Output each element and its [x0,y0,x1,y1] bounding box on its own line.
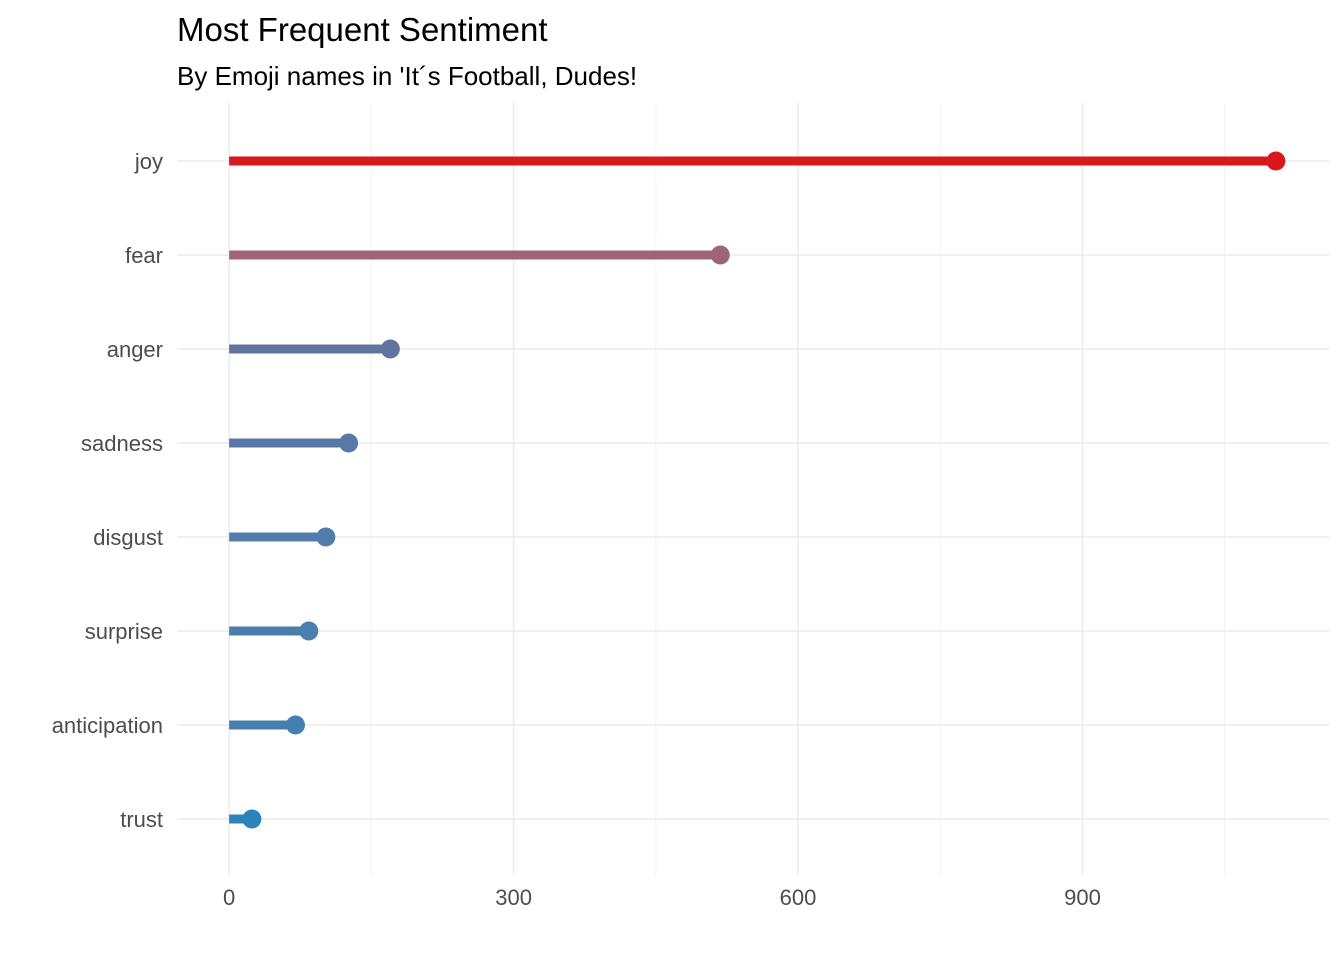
plot-marks [229,151,1286,829]
y-tick-label-surprise: surprise [85,619,163,644]
x-tick-label: 0 [223,885,235,910]
y-tick-label-anger: anger [107,337,163,362]
y-tick-label-disgust: disgust [93,525,163,550]
x-axis: 0 300 600 900 [223,885,1101,910]
chart-title: Most Frequent Sentiment [177,11,548,48]
chart-subtitle: By Emoji names in 'It´s Football, Dudes! [177,61,637,91]
lollipop-dot-sadness [339,433,359,453]
lollipop-dot-fear [710,245,730,265]
y-tick-label-joy: joy [134,149,163,174]
y-tick-label-sadness: sadness [81,431,163,456]
x-tick-label: 900 [1064,885,1101,910]
y-axis: joy fear anger sadness disgust surprise antici… [52,149,163,832]
y-tick-label-anticipation: anticipation [52,713,163,738]
lollipop-dot-joy [1266,151,1286,171]
grid [177,103,1329,875]
lollipop-dot-anger [380,339,400,359]
x-tick-label: 300 [495,885,532,910]
y-tick-label-fear: fear [125,243,163,268]
lollipop-dot-trust [242,809,262,829]
x-tick-label: 600 [780,885,817,910]
lollipop-dot-disgust [316,527,336,547]
lollipop-dot-anticipation [286,715,306,735]
lollipop-dot-surprise [299,621,319,641]
y-tick-label-trust: trust [120,807,163,832]
